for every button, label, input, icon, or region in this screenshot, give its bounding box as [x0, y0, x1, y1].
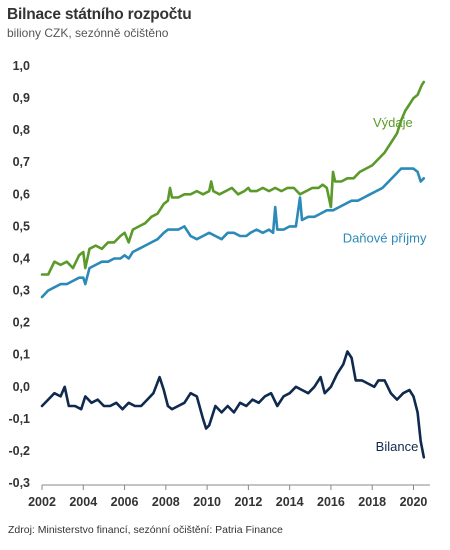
series-label: Daňové příjmy: [343, 230, 427, 245]
x-tick-label: 2018: [358, 495, 386, 509]
y-tick-label: 0,7: [13, 155, 30, 169]
y-tick-label: 0,6: [13, 187, 30, 201]
y-tick-label: 0,0: [13, 380, 30, 394]
y-tick-label: 0,8: [13, 123, 30, 137]
y-tick-label: 0,1: [13, 348, 30, 362]
x-tick-label: 2016: [317, 495, 345, 509]
series-labels: Výdaje Daňové příjmy Bilance: [343, 115, 427, 454]
series-line-bilance: [40, 350, 426, 459]
chart-subtitle: biliony CZK, sezónně očištěno: [7, 26, 169, 40]
x-tick-label: 2004: [69, 495, 97, 509]
y-tick-label: 0,3: [13, 284, 30, 298]
x-tick-label: 2010: [193, 495, 221, 509]
x-tick-label: 2006: [111, 495, 139, 509]
series-label: Výdaje: [373, 115, 413, 130]
x-tick-label: 2002: [28, 495, 56, 509]
y-tick-label: 0,2: [13, 316, 30, 330]
x-tick-label: 2008: [152, 495, 180, 509]
x-tick-label: 2020: [400, 495, 428, 509]
y-tick-label: 0,9: [13, 91, 30, 105]
x-tick-label: 2014: [276, 495, 304, 509]
y-tick-label: -0,3: [8, 476, 30, 490]
y-tick-label: -0,1: [8, 412, 30, 426]
x-tick-label: 2012: [234, 495, 262, 509]
series-label: Bilance: [376, 439, 419, 454]
y-tick-label: 0,5: [13, 219, 30, 233]
y-axis-ticks: 1,0 0,9 0,8 0,7 0,6 0,5 0,4 0,3 0,2 0,1 0,0 -0,1 -0,…: [8, 59, 30, 490]
series-line-da-ov-p-jmy: [40, 167, 426, 299]
x-axis-ticks: 2002 2004 2006 2008 2010 2012 2014 2016 2018 2020: [28, 485, 427, 509]
series-lines: [40, 80, 426, 459]
chart-title: Bilnace státního rozpočtu: [7, 6, 192, 23]
y-tick-label: -0,2: [8, 444, 30, 458]
series-line-v-daje: [40, 80, 426, 276]
y-tick-label: 0,4: [13, 251, 30, 265]
source-note: Zdroj: Ministerstvo financí, sezónní oči…: [8, 524, 283, 536]
y-tick-label: 1,0: [13, 59, 30, 73]
